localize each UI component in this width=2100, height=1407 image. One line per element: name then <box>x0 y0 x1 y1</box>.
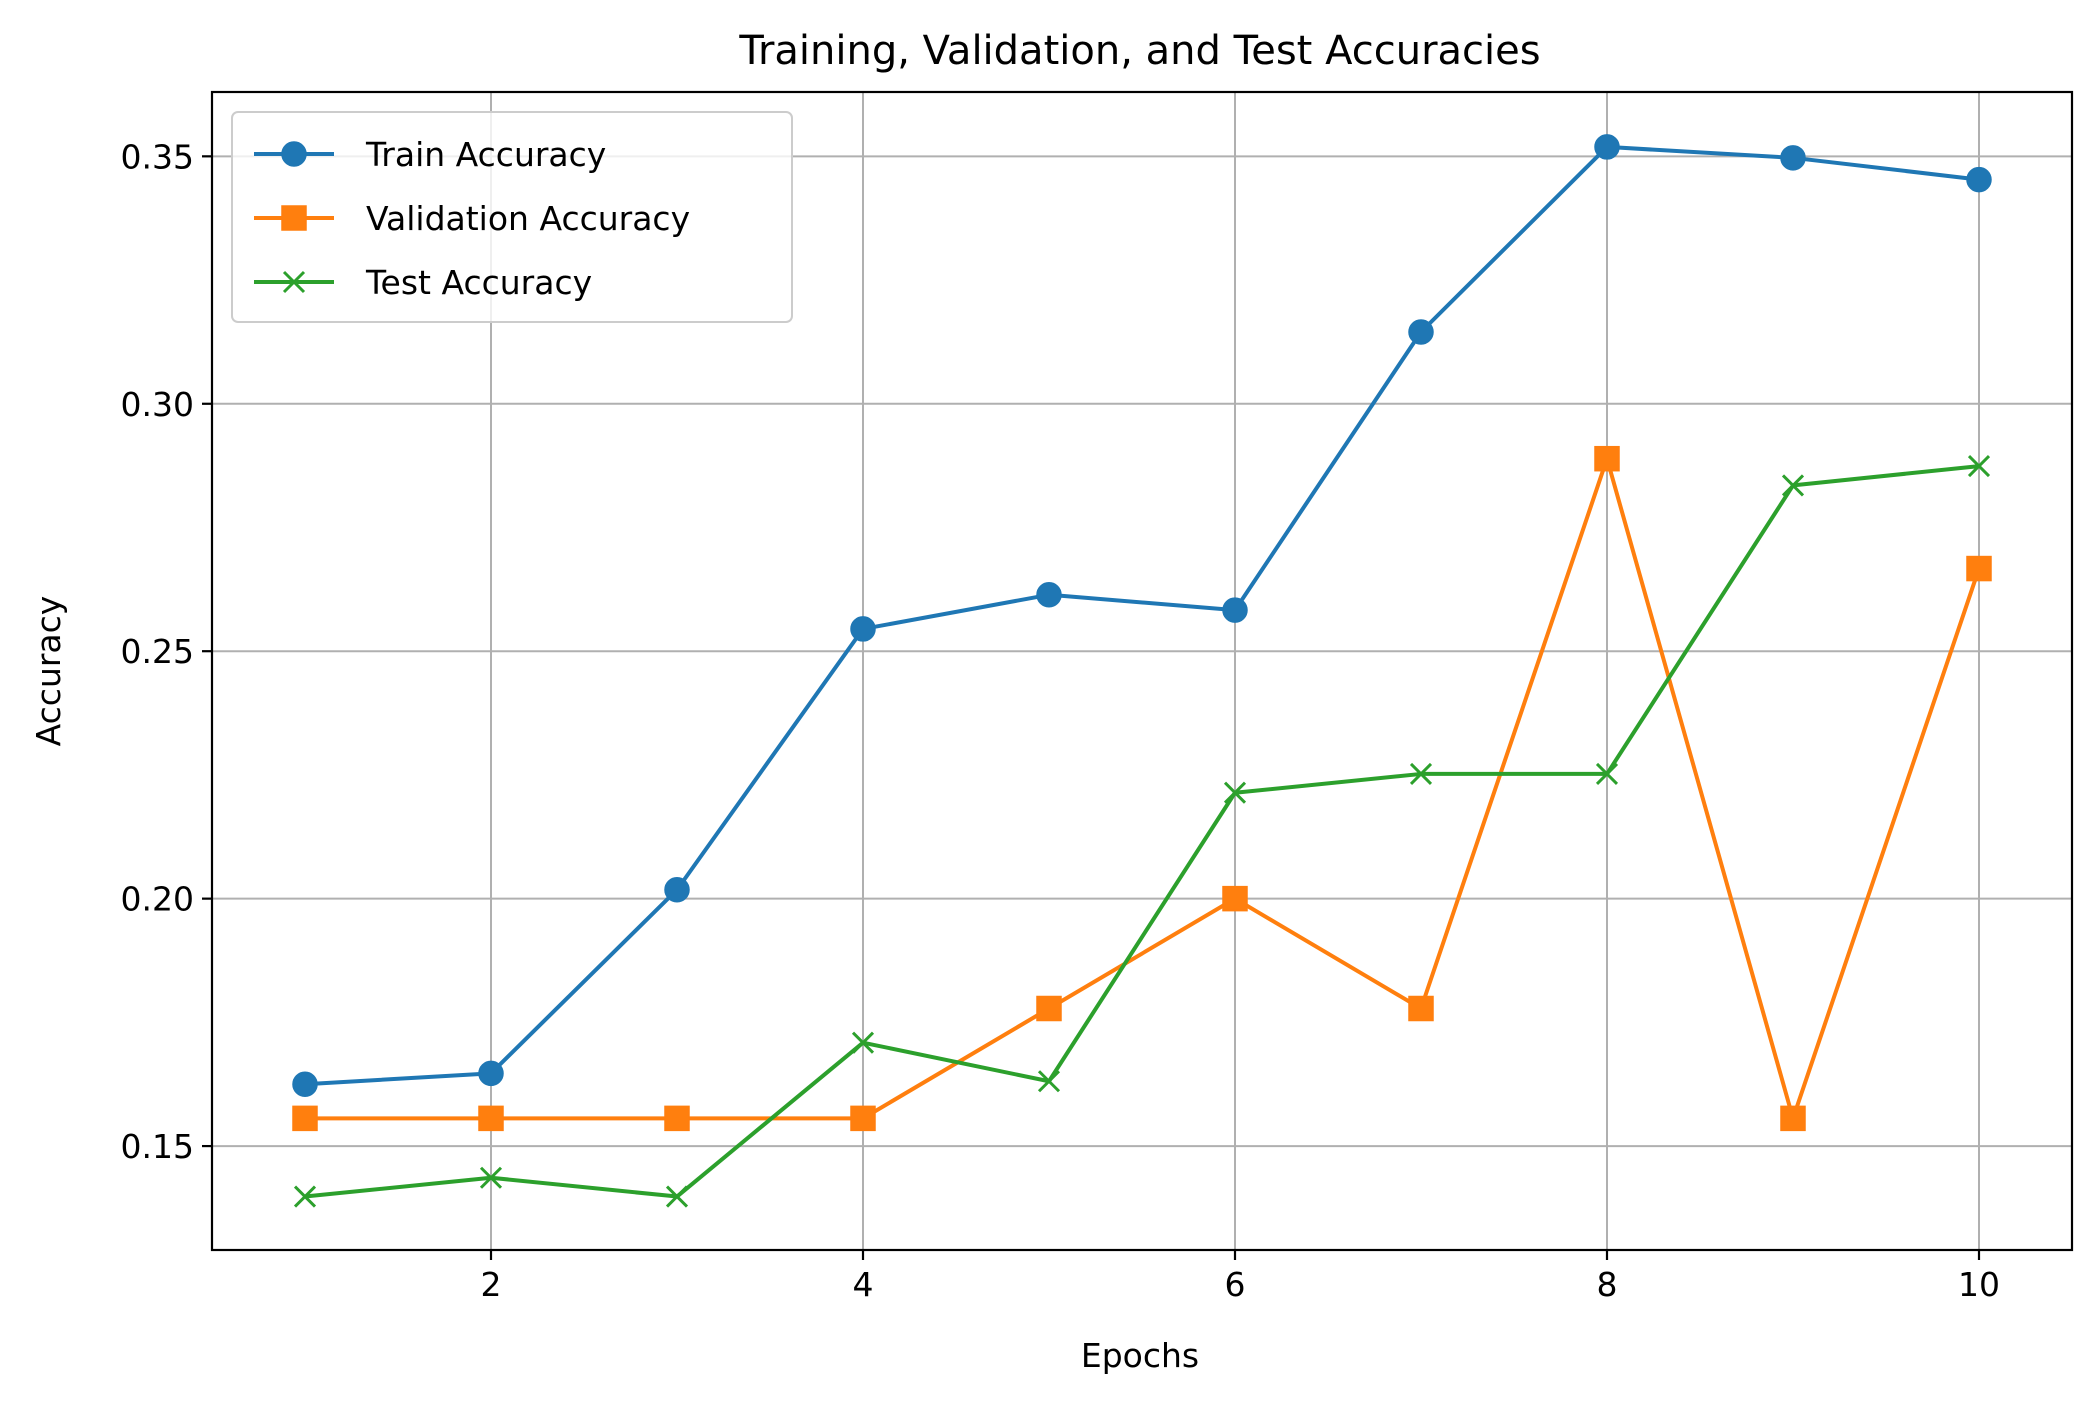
legend-label: Validation Accuracy <box>366 199 690 238</box>
test-accuracy-point <box>1781 474 1805 497</box>
x-tick-label: 4 <box>853 1265 874 1304</box>
validation-accuracy-point <box>1222 885 1248 912</box>
axis-ticks: 2 4 6 8 10 0.15 0.20 0.25 0.30 0.35 <box>121 137 2000 1304</box>
test-accuracy-point <box>1037 1070 1061 1093</box>
legend: Train Accuracy Validation Accuracy Test Ac… <box>231 111 793 323</box>
test-accuracy-point <box>1409 762 1433 785</box>
test-accuracy-point <box>1967 455 1991 478</box>
y-tick-label: 0.30 <box>121 385 194 424</box>
legend-swatch-marker <box>281 205 307 231</box>
train-accuracy-point <box>1222 597 1248 623</box>
legend-box <box>231 111 793 323</box>
chart-title: Training, Validation, and Test Accuracie… <box>738 28 1540 74</box>
train-accuracy-point <box>292 1071 318 1097</box>
legend-swatch-marker <box>281 141 307 167</box>
test-accuracy-point <box>851 1031 875 1054</box>
x-axis-label: Epochs <box>1081 1336 1199 1375</box>
x-tick-label: 10 <box>1958 1265 2000 1304</box>
legend-item-train-accuracy: Train Accuracy <box>254 135 606 174</box>
series-layer <box>292 134 1992 1208</box>
train-accuracy-point <box>664 876 690 903</box>
validation-accuracy-point <box>1408 995 1434 1022</box>
x-tick-label: 8 <box>1597 1265 1618 1304</box>
series-test-accuracy <box>293 455 1991 1208</box>
test-accuracy-line <box>304 464 1980 1199</box>
validation-accuracy-point <box>664 1105 690 1132</box>
legend-item-validation-accuracy: Validation Accuracy <box>254 199 690 238</box>
validation-accuracy-point <box>1780 1105 1806 1132</box>
train-accuracy-point <box>1594 134 1620 160</box>
test-accuracy-point <box>1595 762 1619 785</box>
test-accuracy-point <box>665 1185 689 1208</box>
test-accuracy-point <box>293 1185 317 1208</box>
validation-accuracy-line <box>305 456 1981 1121</box>
validation-accuracy-point <box>1966 555 1992 582</box>
y-tick-label: 0.25 <box>121 632 194 671</box>
train-accuracy-point <box>1966 166 1992 193</box>
validation-accuracy-point <box>850 1105 876 1132</box>
series-validation-accuracy <box>292 445 1992 1132</box>
legend-swatch-marker <box>282 270 306 294</box>
validation-accuracy-point <box>478 1105 504 1132</box>
validation-accuracy-point <box>1036 995 1062 1022</box>
train-accuracy-line <box>304 144 1980 1087</box>
series-train-accuracy <box>292 134 1992 1097</box>
train-accuracy-point <box>1036 582 1062 608</box>
y-tick-label: 0.35 <box>121 137 194 176</box>
validation-accuracy-point <box>1594 445 1620 472</box>
legend-label: Train Accuracy <box>365 135 606 174</box>
legend-item-test-accuracy: Test Accuracy <box>254 263 592 302</box>
validation-accuracy-point <box>292 1105 318 1132</box>
legend-label: Test Accuracy <box>365 263 592 302</box>
train-accuracy-point <box>1780 145 1806 171</box>
train-accuracy-point <box>478 1060 504 1087</box>
test-accuracy-point <box>1223 781 1247 804</box>
x-tick-label: 2 <box>481 1265 502 1304</box>
plot-frame <box>210 90 2074 1252</box>
y-tick-label: 0.20 <box>121 880 194 919</box>
y-axis-label: Accuracy <box>29 596 68 747</box>
train-accuracy-point <box>850 616 876 642</box>
train-accuracy-point <box>1408 319 1434 345</box>
x-tick-label: 6 <box>1225 1265 1246 1304</box>
y-tick-label: 0.15 <box>121 1127 194 1166</box>
test-accuracy-point <box>479 1166 503 1189</box>
